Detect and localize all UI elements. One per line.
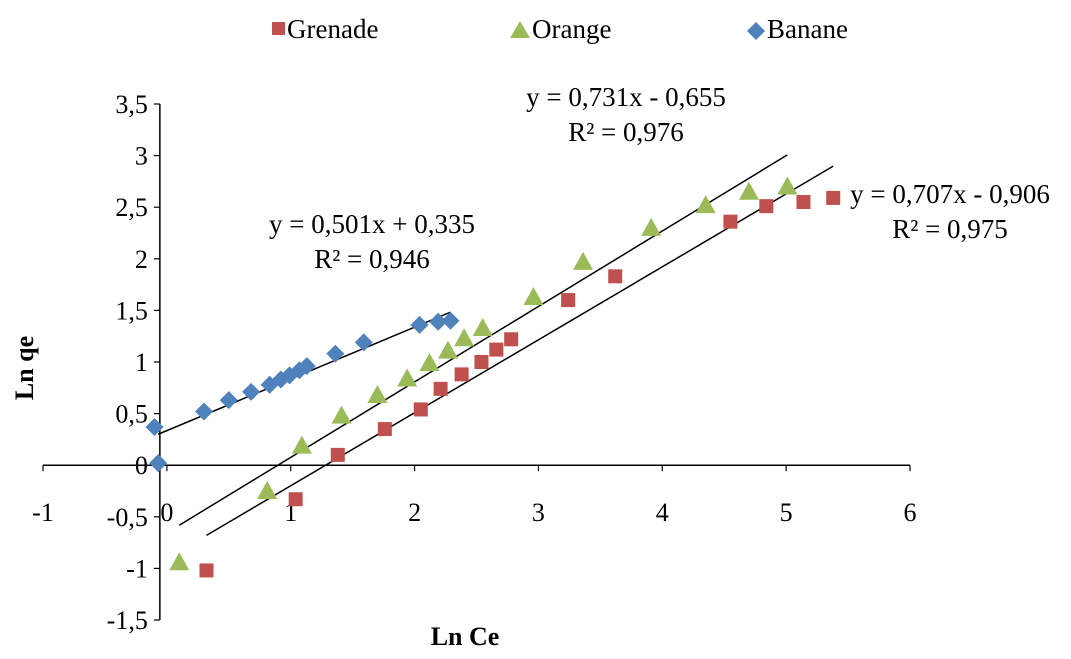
point-orange <box>397 368 418 387</box>
point-orange <box>331 405 352 424</box>
y-tick-label: 3 <box>135 142 148 171</box>
legend-marker-banane <box>747 22 765 40</box>
point-orange <box>695 195 716 214</box>
legend-label-orange: Orange <box>532 14 611 44</box>
legend: Grenade Orange Banane <box>272 14 848 44</box>
point-orange <box>523 286 544 305</box>
point-grenade <box>723 214 738 229</box>
point-orange <box>738 181 759 200</box>
point-orange <box>641 217 662 236</box>
point-grenade <box>474 355 489 369</box>
point-orange <box>367 385 388 404</box>
point-banane <box>219 391 238 410</box>
point-orange <box>777 176 798 195</box>
point-grenade <box>330 447 345 462</box>
point-banane <box>297 357 316 376</box>
point-grenade <box>504 332 519 347</box>
point-grenade <box>826 190 841 205</box>
y-tick-label: -1 <box>126 554 148 583</box>
point-grenade <box>199 563 214 578</box>
x-tick-label: 0 <box>160 498 173 527</box>
point-grenade <box>759 199 774 214</box>
equation-grenade: y = 0,707x - 0,906 <box>850 179 1050 209</box>
point-banane <box>441 311 460 330</box>
y-tick-label: 0,5 <box>115 400 148 429</box>
point-banane <box>410 315 429 334</box>
trendline-orange <box>178 154 788 526</box>
r2-grenade: R² = 0,975 <box>892 214 1008 244</box>
point-banane <box>326 344 345 363</box>
legend-marker-grenade <box>272 22 285 35</box>
trendline-labels: y = 0,731x - 0,655 R² = 0,976 y = 0,501x… <box>269 82 1050 274</box>
legend-label-banane: Banane <box>767 14 848 44</box>
equation-orange: y = 0,731x - 0,655 <box>526 82 726 112</box>
x-axis-title: Ln Ce <box>431 622 500 651</box>
point-banane <box>149 454 168 473</box>
point-orange <box>454 328 475 347</box>
point-orange <box>169 552 190 571</box>
point-grenade <box>561 293 576 308</box>
point-banane <box>195 402 214 421</box>
point-banane <box>354 333 373 352</box>
x-tick-label: 5 <box>780 498 793 527</box>
data-points <box>145 176 841 578</box>
point-banane <box>145 418 164 437</box>
point-grenade <box>454 367 469 382</box>
point-grenade <box>288 492 303 507</box>
y-tick-label: -1,5 <box>107 606 148 635</box>
y-tick-label: 1 <box>135 348 148 377</box>
y-tick-label: 0 <box>135 451 148 480</box>
point-orange <box>438 340 459 359</box>
r2-orange: R² = 0,976 <box>568 117 684 147</box>
point-grenade <box>413 402 428 417</box>
point-orange <box>257 481 278 499</box>
y-tick-label: -0,5 <box>107 503 148 532</box>
y-axis-title: Ln qe <box>10 336 39 400</box>
axes: -1 0 1 2 3 4 5 6-1,5-1-0,500,511,522,533,5 <box>32 90 916 635</box>
legend-label-grenade: Grenade <box>287 14 378 44</box>
point-grenade <box>433 381 448 396</box>
x-tick-label: 2 <box>408 498 421 527</box>
equation-banane: y = 0,501x + 0,335 <box>269 209 475 239</box>
point-orange <box>291 435 312 454</box>
point-orange <box>573 251 594 270</box>
point-grenade <box>796 195 811 210</box>
point-orange <box>419 353 440 372</box>
point-banane <box>242 382 261 401</box>
x-tick-label: 4 <box>656 498 669 527</box>
y-tick-label: 2 <box>135 245 148 274</box>
x-tick-label: -1 <box>32 498 54 527</box>
point-grenade <box>377 422 392 437</box>
y-tick-label: 2,5 <box>115 193 148 222</box>
point-grenade <box>489 342 504 357</box>
legend-marker-orange <box>510 21 530 38</box>
x-tick-label: 6 <box>904 498 917 527</box>
point-grenade <box>608 269 623 284</box>
y-tick-label: 1,5 <box>115 296 148 325</box>
point-banane <box>429 312 448 331</box>
y-tick-label: 3,5 <box>115 90 148 119</box>
r2-banane: R² = 0,946 <box>314 244 430 274</box>
x-tick-label: 3 <box>532 498 545 527</box>
point-orange <box>472 317 493 336</box>
